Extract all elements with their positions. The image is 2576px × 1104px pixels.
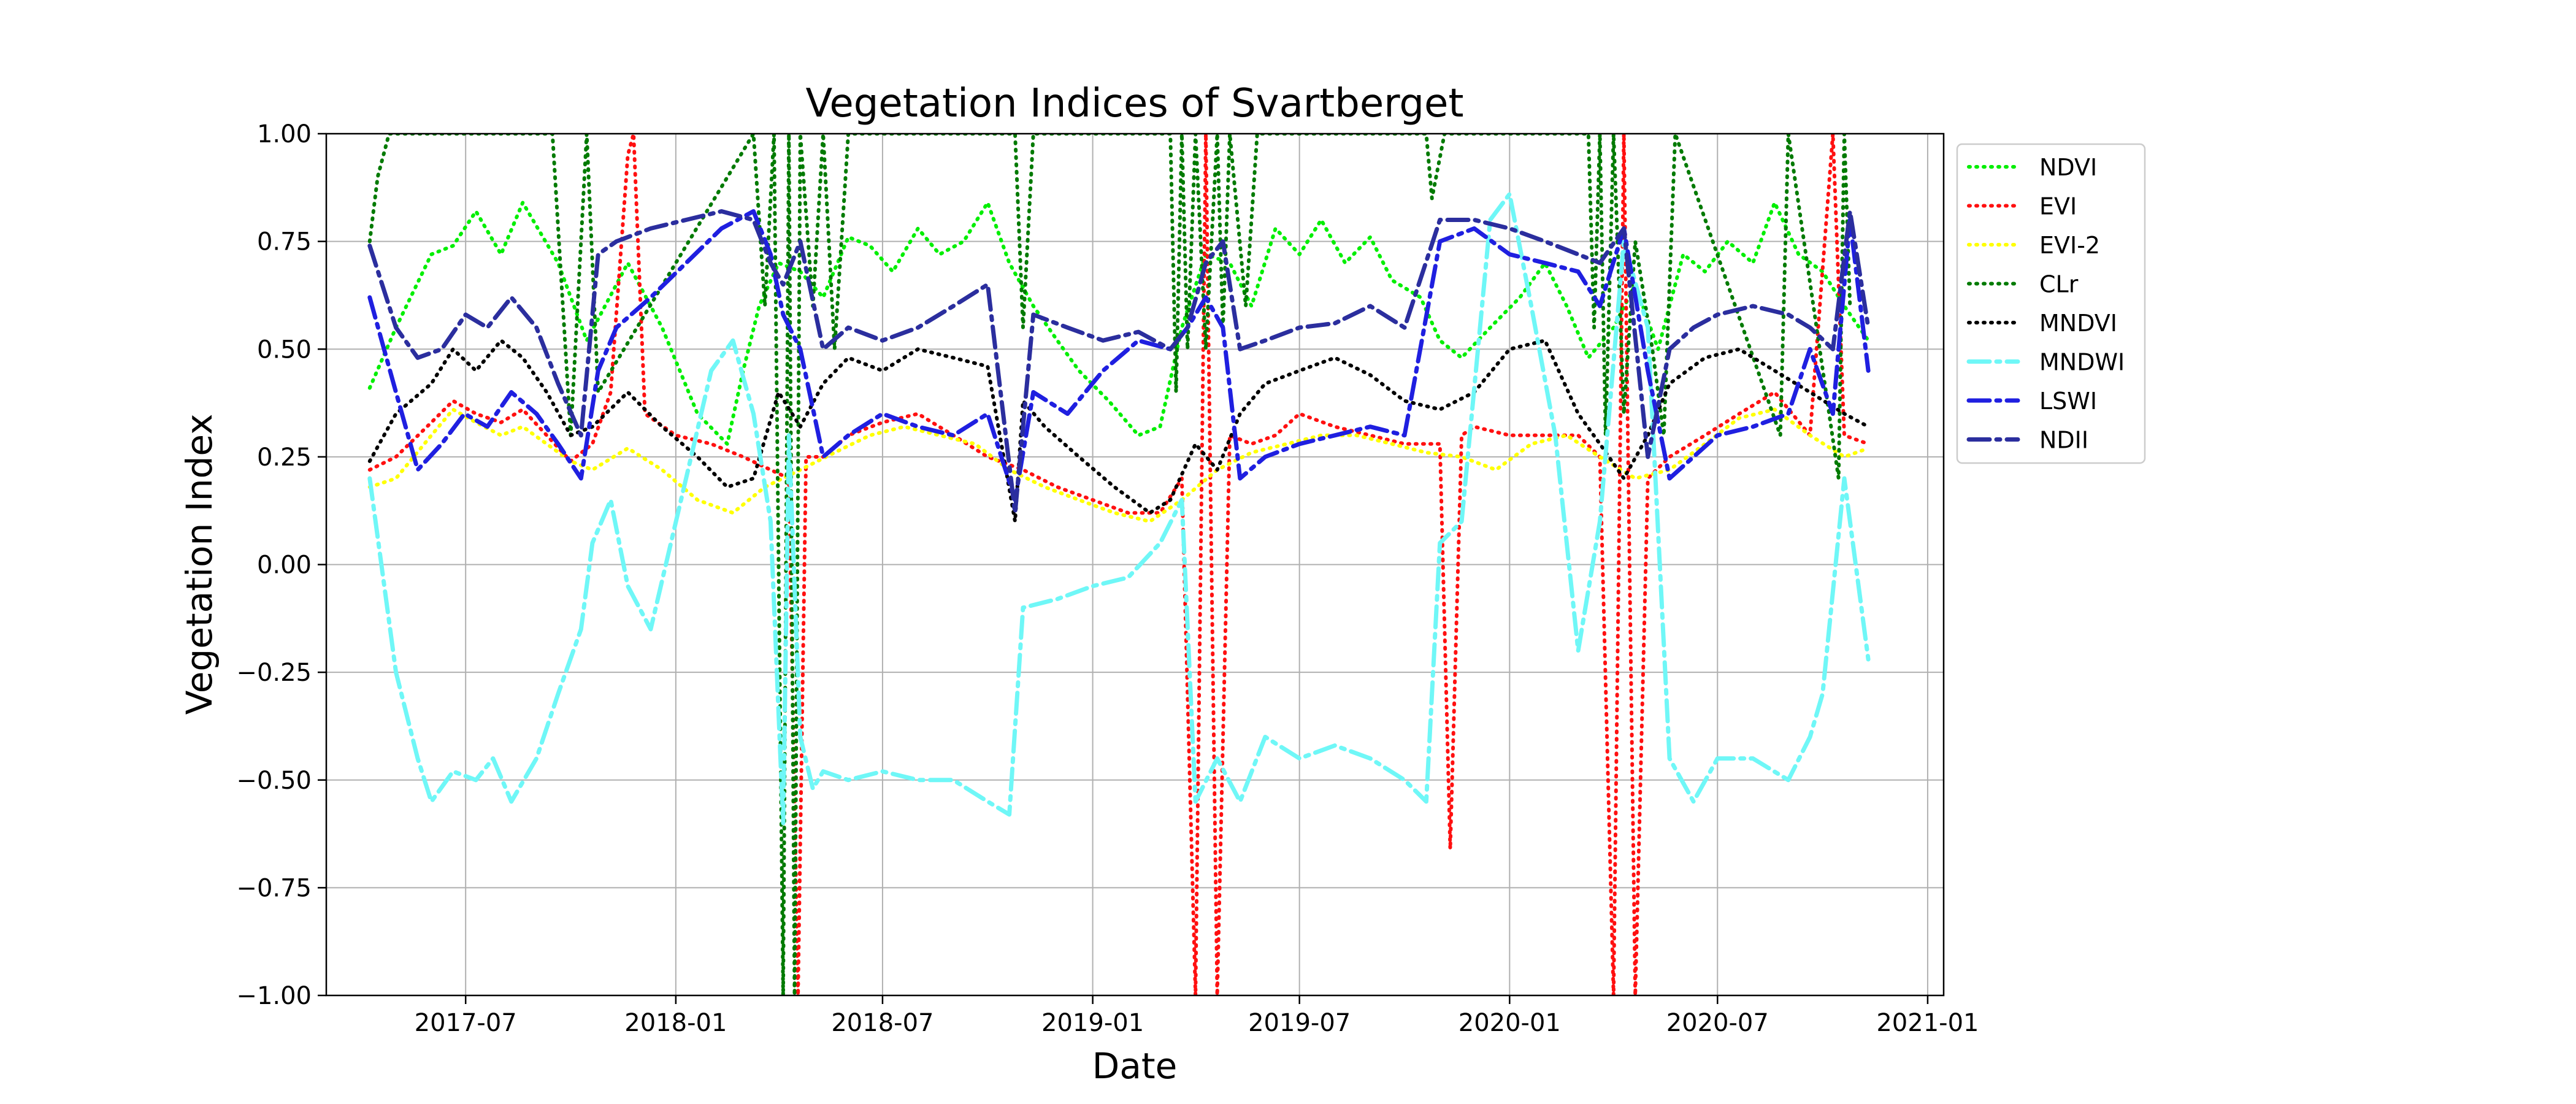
series-line-mndvi <box>367 339 1871 524</box>
legend-label-evi-2: EVI-2 <box>2039 232 2100 259</box>
legend-frame <box>1956 143 2146 464</box>
y-tick-label: 0.25 <box>257 443 312 472</box>
x-tick-label: 2020-07 <box>1666 1009 1769 1037</box>
legend-label-evi: EVI <box>2039 193 2077 220</box>
y-tick-label: −0.50 <box>236 767 312 795</box>
y-tick-label: −1.00 <box>236 982 312 1010</box>
series-line-evi <box>367 134 1871 995</box>
x-tick-label: 2019-01 <box>1041 1009 1144 1037</box>
y-tick-label: −0.25 <box>236 659 312 687</box>
series-line-ndii <box>367 209 1871 515</box>
y-axis-label: Vegetation Index <box>178 414 220 715</box>
legend-label-ndii: NDII <box>2039 427 2088 454</box>
series-line-clr <box>367 134 1852 995</box>
x-axis-ticks: 2017-07 2018-01 2018-07 2019-01 2019-07 2020-… <box>415 995 1979 1037</box>
legend-label-mndvi: MNDVI <box>2039 310 2117 337</box>
y-tick-label: 0.50 <box>257 335 312 364</box>
x-tick-label: 2018-01 <box>624 1009 727 1037</box>
legend-label-mndwi: MNDWI <box>2039 349 2125 376</box>
series-group <box>367 134 1871 995</box>
y-tick-label: −0.75 <box>236 874 312 902</box>
x-tick-label: 2018-07 <box>831 1009 933 1037</box>
legend-label-ndvi: NDVI <box>2039 154 2097 181</box>
y-tick-label: 0.75 <box>257 228 312 256</box>
series-line-mndwi <box>367 191 1871 826</box>
series-line-ndvi <box>367 201 1871 446</box>
x-tick-label: 2020-01 <box>1459 1009 1561 1037</box>
legend-label-lswi: LSWI <box>2039 388 2097 415</box>
legend: NDVI EVI EVI-2 CLr MNDVI MNDWI LSWI NDII <box>1956 143 2146 464</box>
grid <box>326 133 1944 996</box>
x-tick-label: 2019-07 <box>1248 1009 1351 1037</box>
legend-label-clr: CLr <box>2039 271 2079 298</box>
y-tick-label: 0.00 <box>257 551 312 580</box>
y-axis-ticks: 1.00 0.75 0.50 0.25 0.00 −0.25 −0.50 −0.75 −1.00 <box>236 120 326 1010</box>
x-tick-label: 2021-01 <box>1876 1009 1979 1037</box>
series-line-evi-2 <box>367 407 1871 524</box>
x-tick-label: 2017-07 <box>415 1009 517 1037</box>
x-axis-label: Date <box>1092 1045 1178 1087</box>
series-line-lswi <box>367 209 1871 502</box>
y-tick-label: 1.00 <box>257 120 312 148</box>
chart-title: Vegetation Indices of Svartberget <box>806 81 1464 126</box>
